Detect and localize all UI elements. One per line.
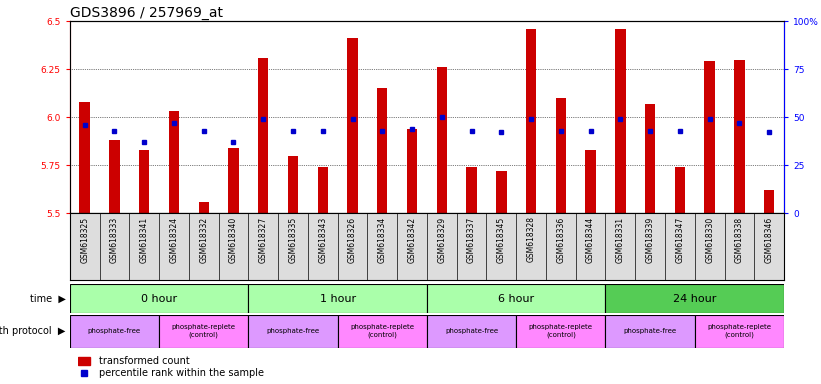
Bar	[704, 61, 715, 213]
Bar	[347, 38, 358, 213]
Text: GSM618330: GSM618330	[705, 217, 714, 263]
Bar	[556, 98, 566, 213]
Bar	[675, 167, 685, 213]
Bar	[407, 129, 417, 213]
Text: GSM618324: GSM618324	[169, 217, 178, 263]
Text: GSM618333: GSM618333	[110, 217, 119, 263]
Text: 6 hour: 6 hour	[498, 293, 534, 304]
Text: phosphate-replete
(control): phosphate-replete (control)	[172, 324, 236, 338]
Bar	[585, 150, 596, 213]
Bar	[159, 315, 248, 348]
Bar	[516, 315, 606, 348]
Bar	[139, 150, 149, 213]
Text: GSM618343: GSM618343	[319, 217, 328, 263]
Bar	[78, 357, 90, 366]
Text: phosphate-free: phosphate-free	[624, 328, 677, 334]
Text: GSM618334: GSM618334	[378, 217, 387, 263]
Text: GSM618347: GSM618347	[676, 217, 685, 263]
Bar	[764, 190, 774, 213]
Text: GSM618346: GSM618346	[764, 217, 773, 263]
Bar	[427, 284, 606, 313]
Text: GSM618344: GSM618344	[586, 217, 595, 263]
Text: percentile rank within the sample: percentile rank within the sample	[99, 368, 264, 379]
Bar	[606, 284, 784, 313]
Bar	[496, 171, 507, 213]
Bar	[466, 167, 477, 213]
Text: GSM618329: GSM618329	[438, 217, 447, 263]
Bar	[318, 167, 328, 213]
Bar	[258, 58, 268, 213]
Text: GSM618339: GSM618339	[645, 217, 654, 263]
Bar	[70, 284, 248, 313]
Bar	[606, 315, 695, 348]
Bar	[437, 67, 447, 213]
Bar	[695, 315, 784, 348]
Bar	[248, 315, 337, 348]
Bar	[248, 284, 427, 313]
Text: growth protocol  ▶: growth protocol ▶	[0, 326, 66, 336]
Text: GSM618341: GSM618341	[140, 217, 149, 263]
Text: phosphate-replete
(control): phosphate-replete (control)	[708, 324, 772, 338]
Text: GSM618332: GSM618332	[200, 217, 209, 263]
Text: 24 hour: 24 hour	[673, 293, 717, 304]
Text: GSM618326: GSM618326	[348, 217, 357, 263]
Text: GSM618337: GSM618337	[467, 217, 476, 263]
Text: GDS3896 / 257969_at: GDS3896 / 257969_at	[70, 6, 222, 20]
Text: phosphate-free: phosphate-free	[88, 328, 141, 334]
Bar	[288, 156, 298, 213]
Bar	[526, 29, 536, 213]
Bar	[169, 111, 179, 213]
Text: GSM618325: GSM618325	[80, 217, 89, 263]
Text: 0 hour: 0 hour	[141, 293, 177, 304]
Bar	[615, 29, 626, 213]
Bar	[645, 104, 655, 213]
Bar	[337, 315, 427, 348]
Bar	[109, 140, 120, 213]
Text: GSM618328: GSM618328	[526, 217, 535, 263]
Text: phosphate-free: phosphate-free	[267, 328, 319, 334]
Text: time  ▶: time ▶	[30, 293, 66, 304]
Text: GSM618342: GSM618342	[407, 217, 416, 263]
Bar	[80, 102, 89, 213]
Bar	[427, 315, 516, 348]
Text: GSM618338: GSM618338	[735, 217, 744, 263]
Text: GSM618335: GSM618335	[288, 217, 297, 263]
Bar	[70, 315, 159, 348]
Text: phosphate-replete
(control): phosphate-replete (control)	[529, 324, 593, 338]
Text: GSM618331: GSM618331	[616, 217, 625, 263]
Text: GSM618327: GSM618327	[259, 217, 268, 263]
Bar	[377, 88, 388, 213]
Bar	[199, 202, 209, 213]
Text: 1 hour: 1 hour	[319, 293, 355, 304]
Text: transformed count: transformed count	[99, 356, 190, 366]
Bar	[228, 148, 239, 213]
Text: phosphate-free: phosphate-free	[445, 328, 498, 334]
Text: GSM618340: GSM618340	[229, 217, 238, 263]
Text: GSM618336: GSM618336	[557, 217, 566, 263]
Bar	[734, 60, 745, 213]
Text: GSM618345: GSM618345	[497, 217, 506, 263]
Text: phosphate-replete
(control): phosphate-replete (control)	[351, 324, 415, 338]
